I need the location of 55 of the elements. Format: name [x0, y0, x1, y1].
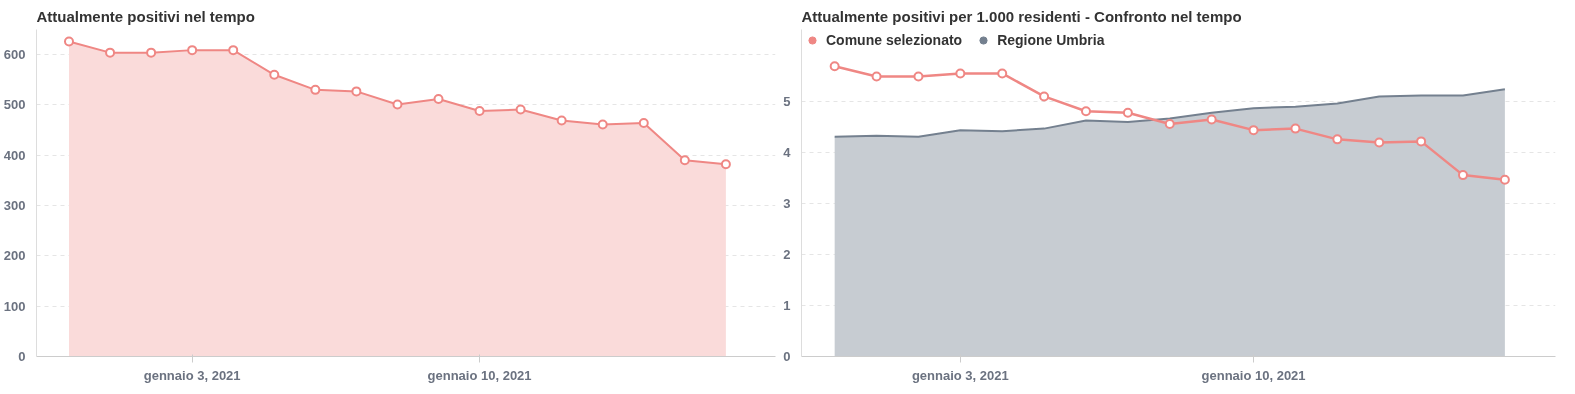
point: [1039, 91, 1050, 102]
point: [105, 47, 116, 58]
x-tick-label: gennaio 10, 2021: [1201, 367, 1306, 383]
y-tick-label: 0: [783, 349, 791, 364]
legend-label: Regione Umbria: [997, 31, 1105, 49]
point: [1248, 125, 1259, 136]
point: [913, 71, 924, 82]
point: [1416, 136, 1427, 147]
point: [1290, 123, 1301, 134]
point: [1458, 170, 1468, 181]
y-tick-label: 400: [3, 147, 26, 163]
point: [720, 159, 731, 170]
y-tick-label: 1: [783, 297, 791, 313]
y-tick-label: 600: [3, 47, 26, 63]
y-tick-label: 4: [783, 144, 792, 160]
x-tick-label: gennaio 3, 2021: [911, 367, 1009, 383]
point: [1122, 107, 1133, 118]
point: [1081, 106, 1091, 117]
point: [351, 86, 362, 97]
point: [1164, 119, 1175, 130]
point: [269, 69, 280, 80]
legend-label: Comune selezionato: [826, 31, 963, 49]
x-tick-label: gennaio 10, 2021: [427, 367, 532, 383]
point: [638, 118, 649, 129]
y-tick-label: 5: [783, 93, 791, 109]
y-tick-label: 3: [783, 195, 791, 211]
point: [515, 104, 526, 115]
point: [187, 45, 198, 56]
point: [997, 68, 1008, 79]
point: [64, 36, 74, 47]
point: [1206, 114, 1217, 125]
y-tick-label: 200: [3, 248, 26, 264]
chart-title: Attualmente positivi per 1.000 residenti - Confronto nel tempo: [801, 7, 1242, 25]
y-tick-label: 300: [3, 198, 26, 214]
point: [1374, 137, 1385, 148]
y-tick-label: 2: [783, 246, 791, 262]
point: [146, 47, 157, 58]
x-tick-label: gennaio 3, 2021: [143, 367, 241, 383]
point: [433, 93, 444, 104]
point: [1332, 134, 1343, 145]
y-tick-label: 500: [3, 97, 26, 113]
point: [556, 115, 567, 126]
point: [392, 99, 403, 110]
chart-title: Attualmente positivi nel tempo: [36, 7, 255, 25]
point: [474, 106, 485, 116]
y-tick-label: 0: [18, 349, 26, 364]
y-tick-label: 100: [3, 298, 26, 314]
point: [679, 155, 690, 166]
point: [955, 68, 966, 79]
point: [829, 61, 840, 72]
point: [228, 45, 239, 56]
point: [871, 71, 882, 82]
point: [597, 119, 608, 130]
point: [1499, 174, 1510, 185]
point: [310, 84, 321, 95]
